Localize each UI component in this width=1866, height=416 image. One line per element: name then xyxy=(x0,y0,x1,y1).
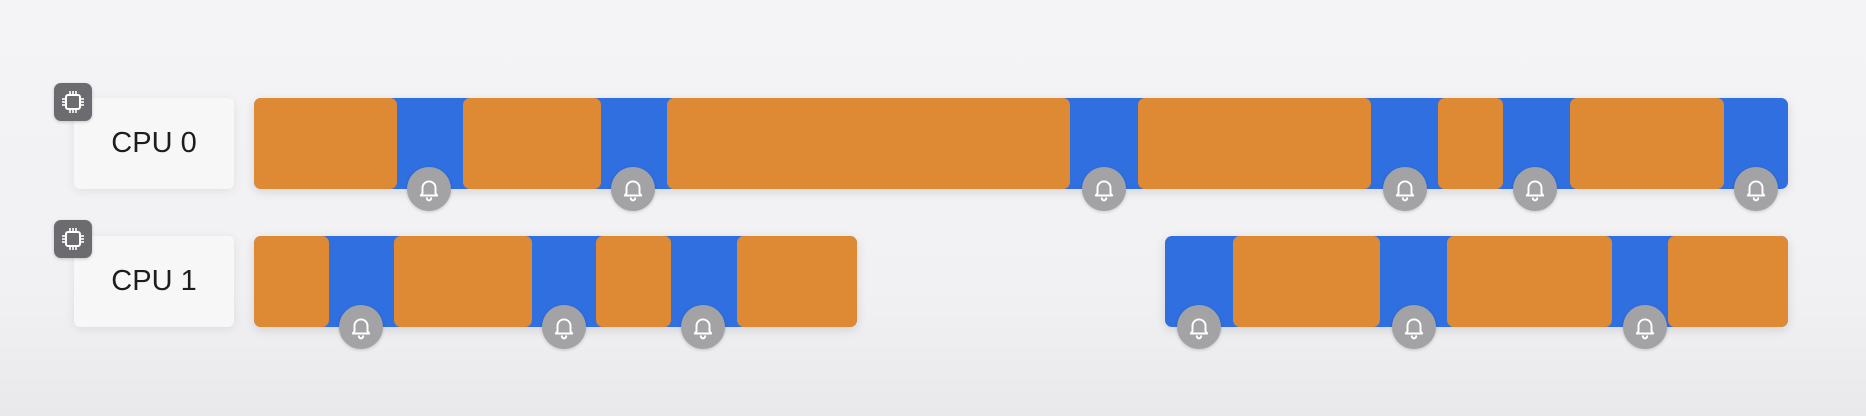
bell-icon[interactable] xyxy=(1733,167,1778,211)
cpu-0-label-box: CPU 0 xyxy=(74,98,234,189)
cpu-0-label: CPU 0 xyxy=(111,127,197,159)
bell-icon[interactable] xyxy=(339,305,384,349)
cpu-1-task-block[interactable] xyxy=(393,236,532,327)
cpu-1-label: CPU 1 xyxy=(111,265,197,297)
bell-icon[interactable] xyxy=(1391,305,1436,349)
cpu-chip-icon xyxy=(54,83,92,121)
bell-icon[interactable] xyxy=(681,305,726,349)
bell-icon[interactable] xyxy=(1512,167,1557,211)
cpu-0-task-block[interactable] xyxy=(1137,98,1371,189)
cpu-1-task-block[interactable] xyxy=(1668,236,1788,327)
bell-icon[interactable] xyxy=(406,167,451,211)
cpu-0-task-block[interactable] xyxy=(462,98,601,189)
cpu-0-task-block[interactable] xyxy=(254,98,397,189)
cpu-0-task-block[interactable] xyxy=(666,98,1071,189)
cpu-1-label-box: CPU 1 xyxy=(74,236,234,327)
cpu-1-task-block[interactable] xyxy=(737,236,857,327)
bell-icon[interactable] xyxy=(1176,305,1221,349)
cpu-1-task-block[interactable] xyxy=(254,236,330,327)
bell-icon[interactable] xyxy=(1081,167,1126,211)
cpu-0-task-block[interactable] xyxy=(1438,98,1503,189)
bell-icon[interactable] xyxy=(610,167,655,211)
bell-icon[interactable] xyxy=(1623,305,1668,349)
bell-icon[interactable] xyxy=(541,305,586,349)
cpu-1-task-block[interactable] xyxy=(596,236,672,327)
cpu-chip-icon xyxy=(54,220,92,258)
cpu-1-task-block[interactable] xyxy=(1447,236,1612,327)
cpu-0-task-block[interactable] xyxy=(1570,98,1724,189)
cpu-1-task-block[interactable] xyxy=(1232,236,1380,327)
bell-icon[interactable] xyxy=(1382,167,1427,211)
